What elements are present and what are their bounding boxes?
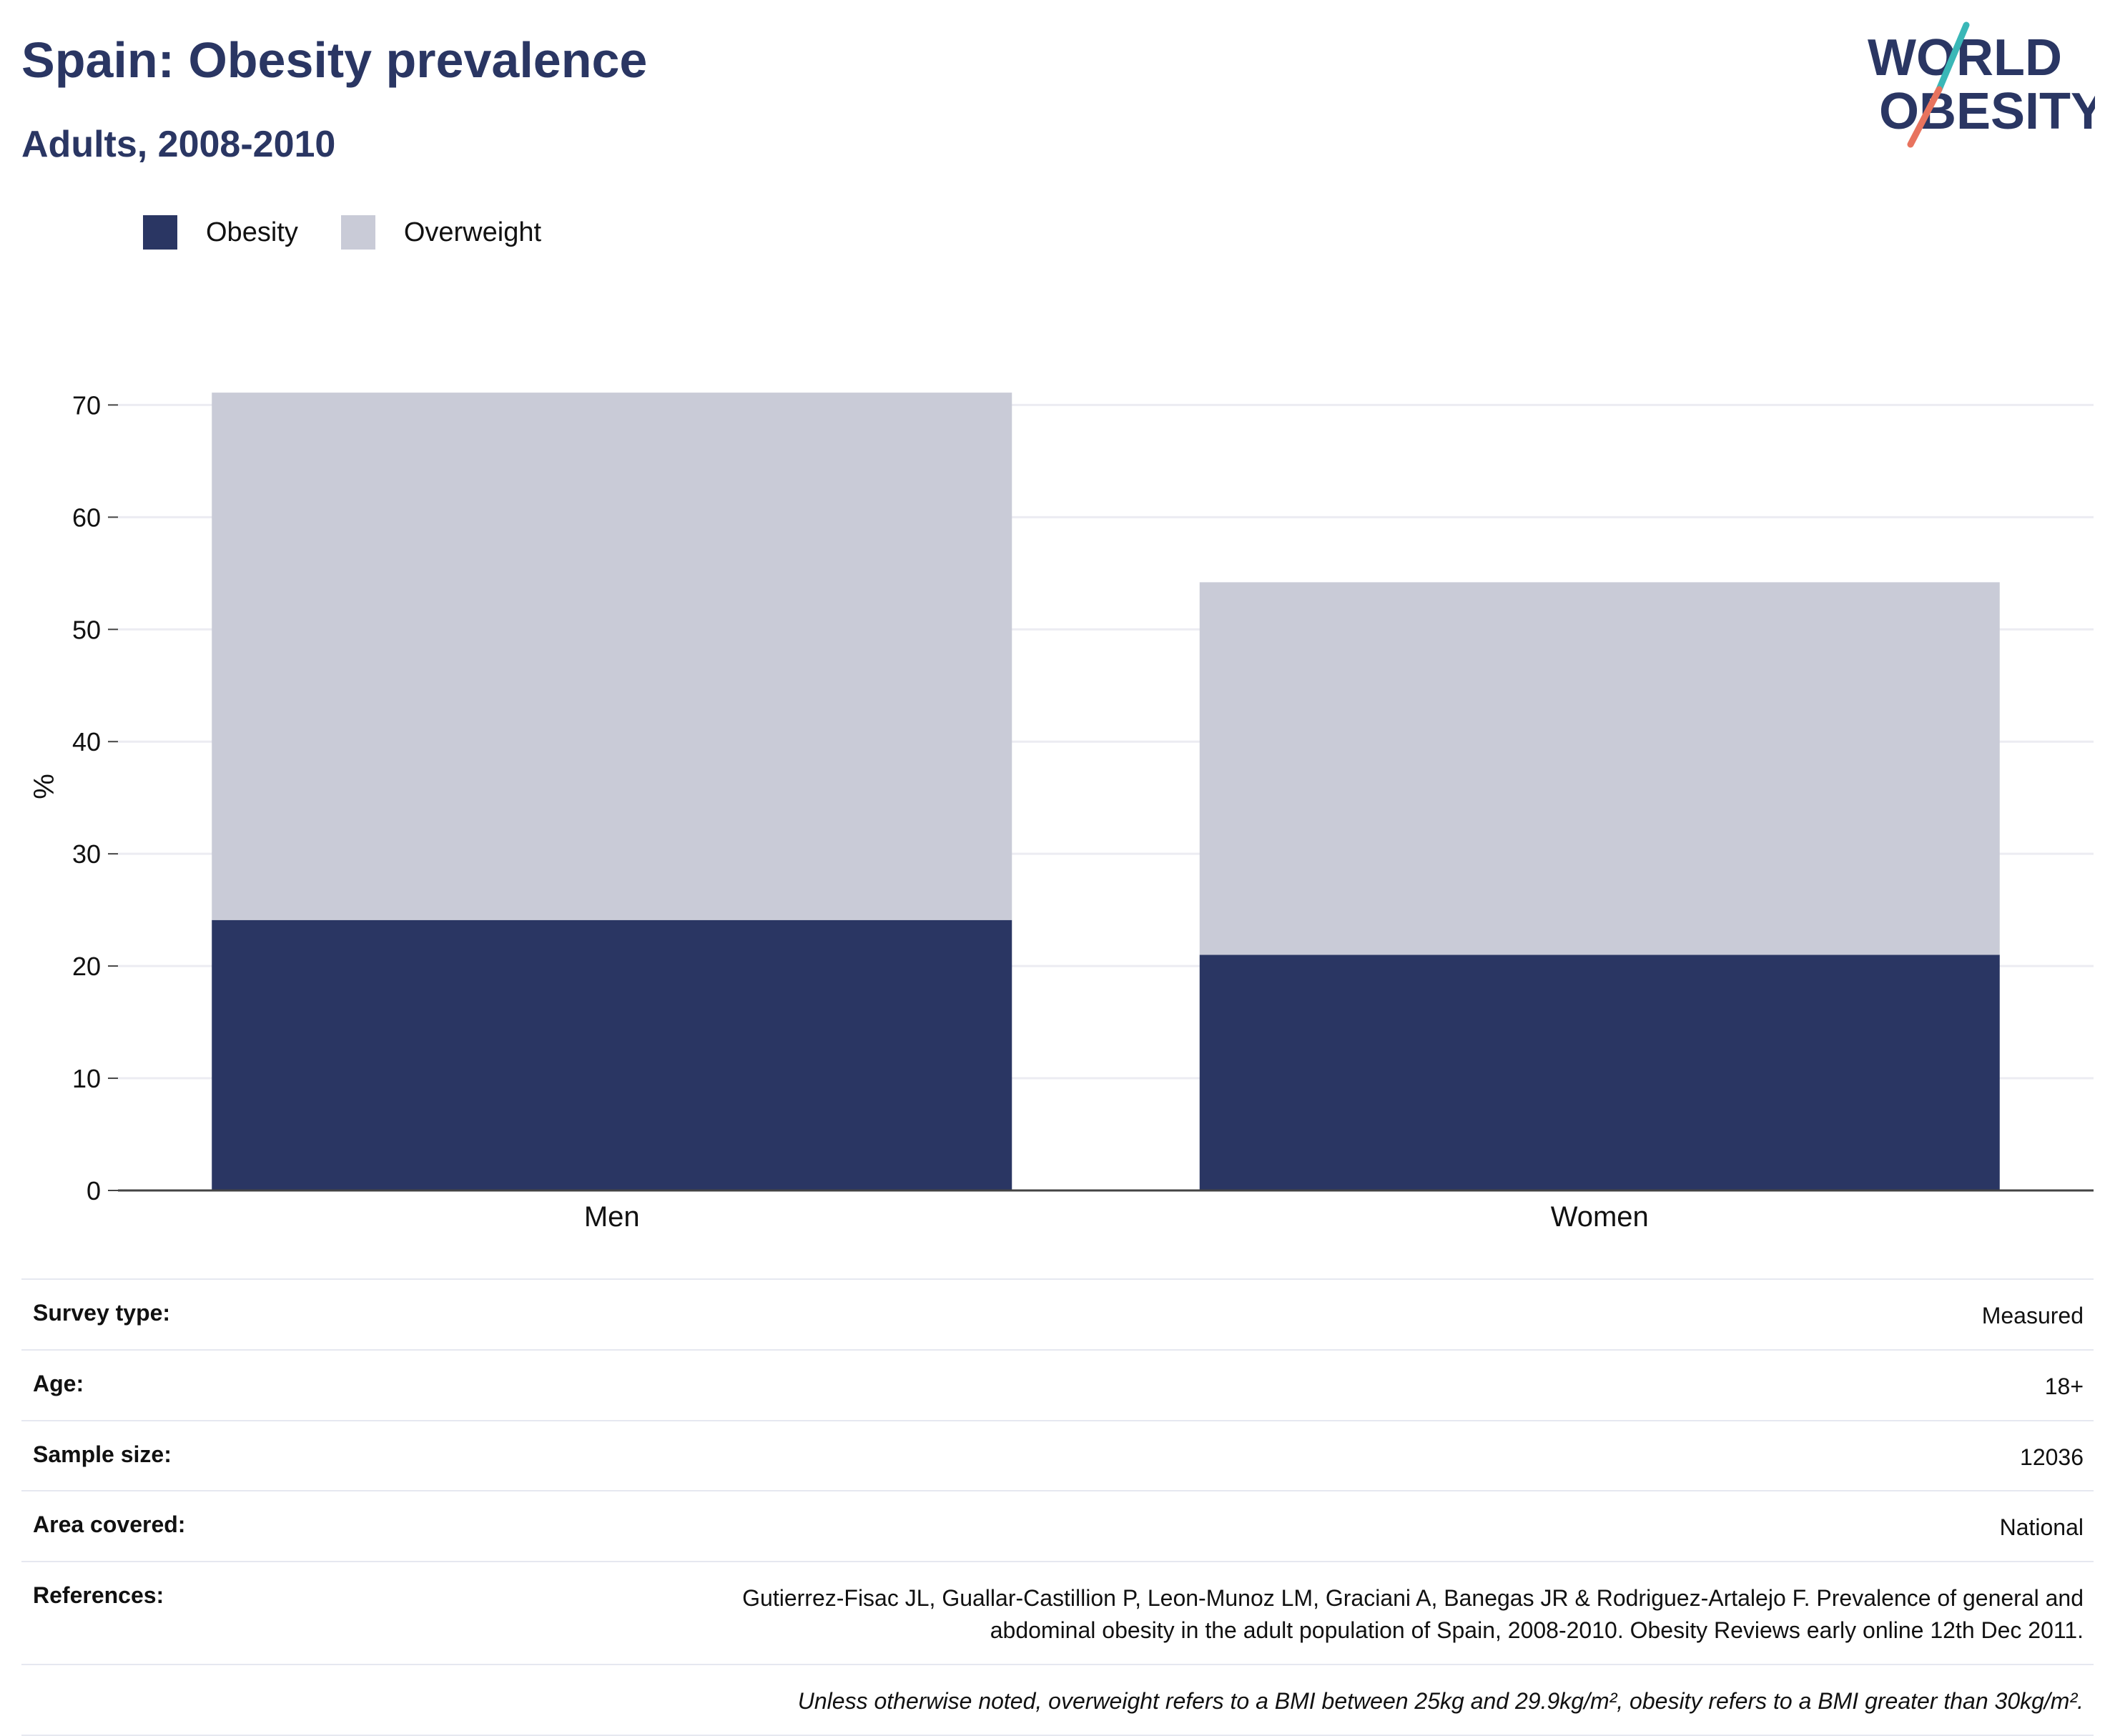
bar-obesity-women: [1199, 955, 2000, 1190]
x-tick-label: Women: [1551, 1201, 1649, 1233]
legend-swatch-obesity: [143, 215, 177, 250]
logo-slash-bottom: [1907, 86, 1943, 148]
detail-row-age: Age: 18+: [21, 1348, 2094, 1420]
legend-label-obesity: Obesity: [206, 217, 298, 247]
legend-label-overweight: Overweight: [403, 217, 542, 247]
detail-label: References:: [33, 1582, 164, 1609]
detail-row-area-covered: Area covered: National: [21, 1490, 2094, 1561]
detail-value: 12036: [2020, 1444, 2084, 1470]
y-tick-label: 0: [87, 1176, 101, 1205]
chart-title: Spain: Obesity prevalence: [21, 32, 648, 88]
detail-value: Measured: [1981, 1303, 2084, 1328]
y-tick-label: 30: [72, 839, 101, 869]
y-tick-label: 20: [72, 952, 101, 981]
detail-row-survey-type: Survey type: Measured: [21, 1278, 2094, 1349]
legend-item-overweight: Overweight: [340, 215, 542, 250]
y-tick-label: 70: [72, 390, 101, 420]
y-tick-label: 10: [72, 1064, 101, 1093]
bar-overweight-men: [212, 393, 1012, 920]
bar-obesity-men: [212, 919, 1012, 1190]
chart-legend: Obesity Overweight: [143, 211, 584, 254]
detail-label: Age:: [33, 1370, 84, 1396]
detail-label: Area covered:: [33, 1511, 186, 1538]
world-obesity-logo: WORLD OBESITY: [1868, 21, 2095, 148]
detail-row-sample-size: Sample size: 12036: [21, 1419, 2094, 1491]
detail-label: Survey type:: [33, 1300, 171, 1326]
bar-chart: 0 10 20 30 40 50 60 70% Men Women: [29, 390, 2094, 1233]
y-tick-label: 60: [72, 503, 101, 532]
x-tick-label: Men: [584, 1201, 640, 1233]
logo-text-obesity: OBESITY: [1879, 83, 2095, 140]
y-tick-label: 50: [72, 615, 101, 644]
detail-row-references: References: Gutierrez-Fisac JL, Guallar-…: [21, 1561, 2094, 1664]
detail-value: 18+: [2044, 1373, 2084, 1399]
bar-overweight-women: [1199, 582, 2000, 955]
y-tick-label: 40: [72, 727, 101, 756]
y-axis-label: %: [29, 774, 60, 799]
legend-item-obesity: Obesity: [143, 215, 298, 250]
chart-subtitle: Adults, 2008-2010: [21, 124, 336, 165]
logo-slash-top: [1936, 21, 1970, 93]
logo-text-world: WORLD: [1868, 29, 2062, 87]
detail-value-reference: Gutierrez-Fisac JL, Guallar-Castillion P…: [742, 1585, 2084, 1643]
detail-label: Sample size:: [33, 1441, 172, 1467]
bmi-definition-note: Unless otherwise noted, overweight refer…: [797, 1687, 2084, 1714]
detail-value: National: [1999, 1514, 2084, 1541]
legend-swatch-overweight: [340, 215, 375, 250]
survey-details: Survey type: Measured Age: 18+ Sample si…: [21, 1278, 2094, 1736]
definition-note-row: Unless otherwise noted, overweight refer…: [21, 1663, 2094, 1736]
